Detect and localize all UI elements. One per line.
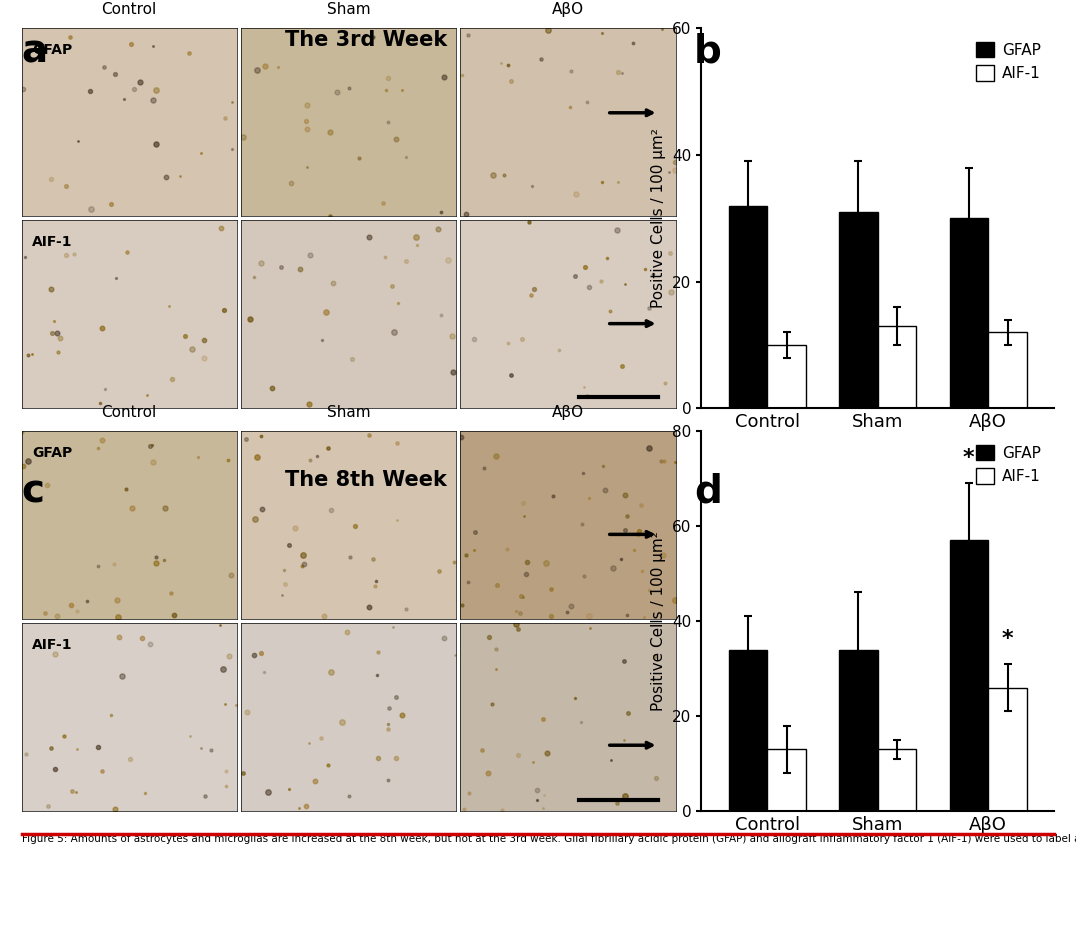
Bar: [949, 218, 988, 408]
Bar: [839, 212, 878, 408]
Text: *: *: [1002, 629, 1014, 649]
Bar: [988, 688, 1027, 812]
Text: Control: Control: [101, 404, 157, 419]
Y-axis label: Positive Cells / 100 μm²: Positive Cells / 100 μm²: [651, 128, 666, 308]
Text: Figure 5: Amounts of astrocytes and microglias are increased at the 8th week, bu: Figure 5: Amounts of astrocytes and micr…: [22, 834, 1076, 843]
Bar: [839, 650, 878, 812]
Bar: [728, 206, 767, 408]
Text: AIF-1: AIF-1: [32, 638, 73, 651]
Bar: [949, 540, 988, 812]
Text: AβO: AβO: [552, 404, 584, 419]
Text: a: a: [22, 33, 47, 71]
Text: The 3rd Week: The 3rd Week: [285, 30, 447, 50]
Y-axis label: Positive Cells / 100 μm²: Positive Cells / 100 μm²: [651, 531, 666, 711]
Text: Control: Control: [101, 2, 157, 17]
Text: GFAP: GFAP: [32, 446, 72, 460]
Legend: GFAP, AIF-1: GFAP, AIF-1: [969, 438, 1047, 490]
Bar: [878, 750, 917, 812]
Text: Sham: Sham: [327, 404, 370, 419]
Text: d: d: [694, 473, 722, 511]
Legend: GFAP, AIF-1: GFAP, AIF-1: [969, 36, 1047, 88]
Text: c: c: [22, 473, 44, 511]
Text: Sham: Sham: [327, 2, 370, 17]
Text: GFAP: GFAP: [32, 43, 72, 57]
Text: b: b: [694, 33, 722, 71]
Bar: [767, 750, 806, 812]
Bar: [878, 326, 917, 408]
Bar: [988, 332, 1027, 408]
Text: AβO: AβO: [552, 2, 584, 17]
Bar: [728, 650, 767, 812]
Bar: [767, 345, 806, 408]
Text: The 8th Week: The 8th Week: [285, 470, 447, 490]
Text: *: *: [963, 448, 975, 468]
Text: AIF-1: AIF-1: [32, 235, 73, 249]
